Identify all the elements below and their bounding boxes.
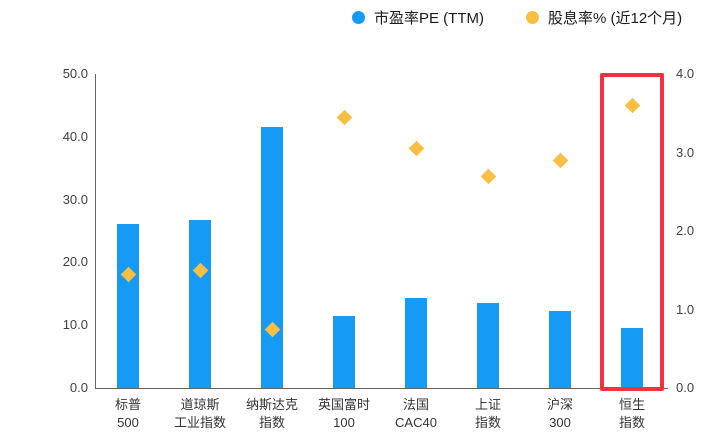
category-label-2: 纳斯达克 指数 bbox=[246, 396, 298, 432]
category-label-7-line-1: 指数 bbox=[618, 415, 646, 430]
legend-label-pe: 市盈率PE (TTM) bbox=[374, 10, 484, 27]
left-axis-tick-1: 40.0 bbox=[62, 128, 88, 144]
pe-bar-0 bbox=[117, 224, 139, 388]
dividend-marker-5 bbox=[480, 168, 496, 184]
category-label-6: 沪深 300 bbox=[547, 396, 573, 432]
y-axis-line bbox=[95, 74, 96, 388]
category-label-0-line-0: 标普 bbox=[114, 397, 142, 412]
category-label-5-line-0: 上证 bbox=[474, 397, 502, 412]
legend-dot-pe bbox=[352, 11, 365, 24]
right-axis-tick-0: 4.0 bbox=[676, 66, 695, 81]
category-label-3-line-1: 100 bbox=[333, 415, 355, 430]
dividend-marker-3 bbox=[336, 109, 352, 125]
legend-item-pe[interactable]: 市盈率PE (TTM) bbox=[352, 7, 484, 28]
pe-bar-3 bbox=[333, 315, 355, 388]
left-axis-tick-4: 10.0 bbox=[62, 317, 88, 333]
pe-bar-6 bbox=[549, 310, 571, 388]
category-label-4: 法国 CAC40 bbox=[395, 396, 437, 432]
legend-dot-dividend-yield bbox=[526, 11, 539, 24]
pe-bar-1 bbox=[189, 220, 211, 388]
category-label-1: 道琼斯 工业指数 bbox=[174, 396, 226, 432]
category-label-1-line-0: 道琼斯 bbox=[180, 397, 220, 412]
right-axis-tick-4: 0.0 bbox=[676, 380, 695, 395]
category-label-4-line-1: CAC40 bbox=[395, 415, 437, 430]
pe-bar-2 bbox=[261, 127, 283, 388]
category-label-2-line-0: 纳斯达克 bbox=[245, 397, 299, 412]
chart-legend: 市盈率PE (TTM) 股息率% (近12个月) bbox=[352, 7, 682, 28]
right-axis-tick-1: 3.0 bbox=[676, 144, 695, 160]
category-label-6-line-1: 300 bbox=[549, 415, 571, 430]
category-label-1-line-1: 工业指数 bbox=[173, 415, 227, 430]
left-axis-tick-0: 50.0 bbox=[62, 66, 88, 81]
category-label-6-line-0: 沪深 bbox=[546, 397, 574, 412]
category-label-5: 上证 指数 bbox=[475, 396, 501, 432]
pe-bar-7 bbox=[621, 328, 643, 388]
category-label-3-line-0: 英国富时 bbox=[317, 397, 371, 412]
pe-bar-4 bbox=[405, 298, 427, 388]
category-label-2-line-1: 指数 bbox=[258, 415, 286, 430]
right-axis-tick-3: 1.0 bbox=[676, 301, 695, 317]
left-axis-tick-2: 30.0 bbox=[62, 191, 88, 207]
legend-label-dividend-yield: 股息率% (近12个月) bbox=[548, 10, 683, 27]
category-label-3: 英国富时 100 bbox=[318, 396, 370, 432]
x-axis-line bbox=[95, 388, 668, 389]
left-axis-tick-3: 20.0 bbox=[62, 254, 88, 270]
right-axis-tick-2: 2.0 bbox=[676, 223, 695, 238]
dividend-marker-6 bbox=[552, 152, 568, 169]
category-label-0-line-1: 500 bbox=[117, 415, 139, 430]
left-axis-tick-5: 0.0 bbox=[69, 380, 88, 395]
category-label-7-line-0: 恒生 bbox=[618, 397, 646, 412]
category-label-0: 标普 500 bbox=[115, 396, 141, 432]
pe-bar-5 bbox=[477, 302, 499, 388]
dividend-marker-4 bbox=[408, 140, 424, 157]
category-label-7: 恒生 指数 bbox=[619, 396, 645, 432]
legend-item-dividend-yield[interactable]: 股息率% (近12个月) bbox=[526, 7, 682, 28]
highlight-box bbox=[600, 73, 664, 391]
category-label-5-line-1: 指数 bbox=[474, 415, 502, 430]
category-label-4-line-0: 法国 bbox=[402, 397, 430, 412]
